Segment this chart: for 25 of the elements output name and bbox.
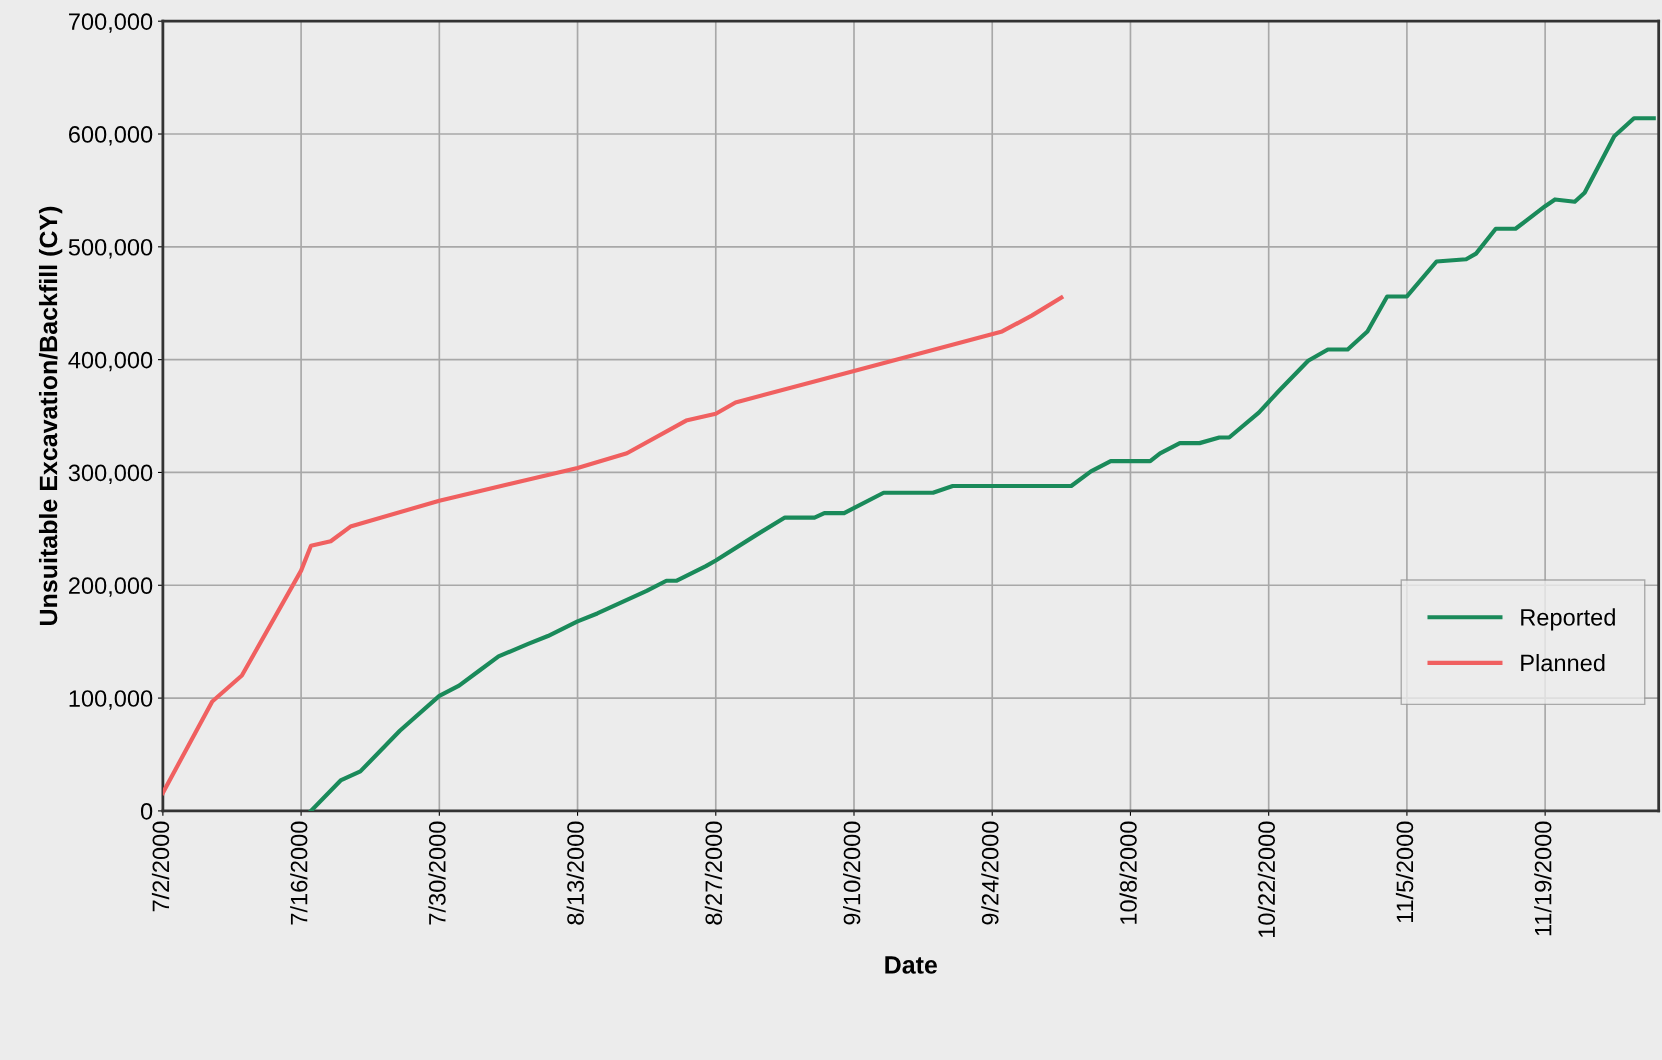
y-tick-label: 700,000 (69, 13, 153, 33)
y-tick-label: 500,000 (68, 238, 153, 259)
x-tick-label: 7/16/2000 (290, 821, 308, 925)
x-tick-label: 9/10/2000 (843, 821, 861, 925)
y-axis-title: Unsuitable Excavation/Backfill (CY) (38, 206, 63, 626)
x-tick-label: 9/24/2000 (981, 821, 999, 925)
x-tick-label: 7/30/2000 (428, 821, 446, 925)
x-tick-label: 10/22/2000 (1257, 821, 1276, 937)
y-tick-label: 600,000 (69, 126, 153, 146)
legend-label: Reported (1521, 608, 1615, 631)
x-tick-label: 11/19/2000 (1534, 821, 1552, 936)
y-tick-label: 100,000 (69, 690, 153, 710)
y-tick-label: 200,000 (69, 577, 153, 597)
y-tick-label: 0 (140, 802, 153, 820)
x-tick-label: 11/5/2000 (1395, 821, 1414, 923)
x-axis-title: Date (885, 956, 938, 974)
line-series (308, 116, 1656, 811)
y-tick-label: 400,000 (68, 351, 153, 372)
x-tick-label: 8/13/2000 (566, 821, 584, 925)
y-tick-label: 300,000 (68, 464, 153, 485)
legend-label: Planned (1521, 653, 1605, 672)
x-tick-label: 8/27/2000 (704, 821, 723, 925)
x-tick-label: 10/8/2000 (1119, 821, 1137, 924)
x-tick-label: 7/2/2000 (151, 821, 170, 912)
line-series (162, 295, 1064, 795)
